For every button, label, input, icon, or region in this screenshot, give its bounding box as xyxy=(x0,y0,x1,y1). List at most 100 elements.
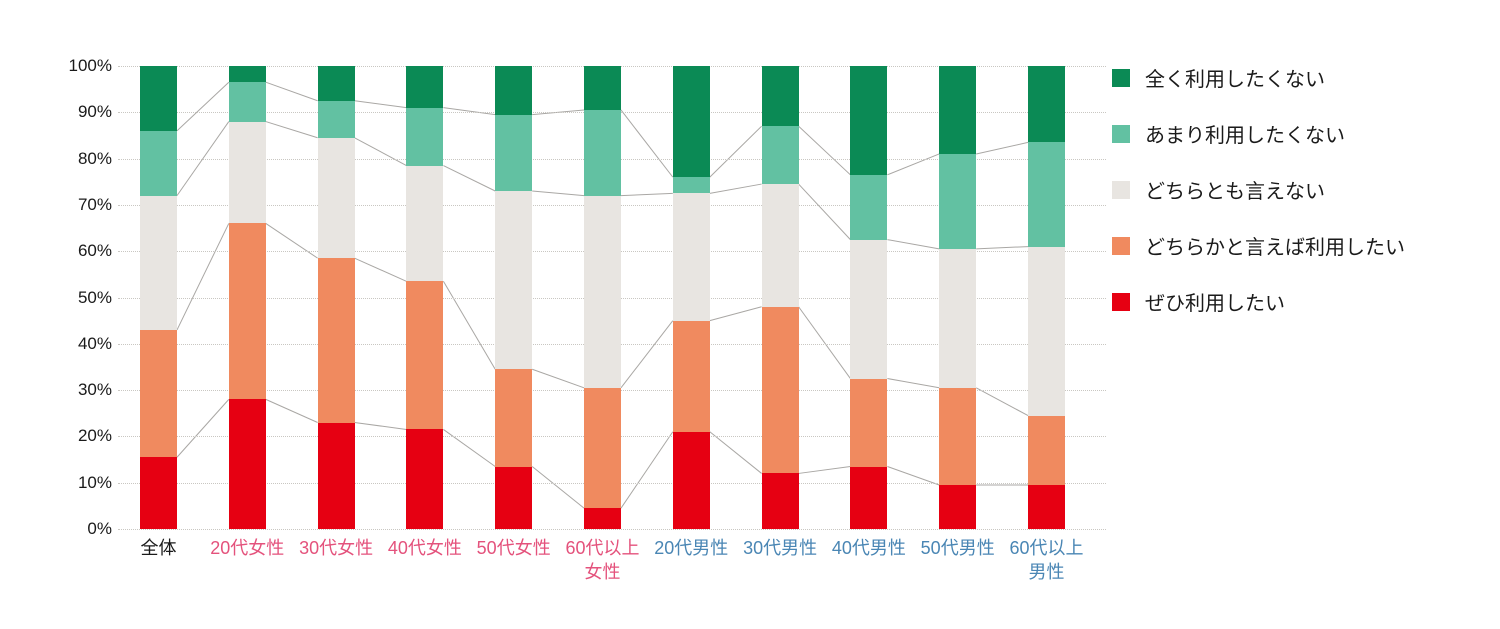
connector-line xyxy=(265,398,318,423)
bar-20代女性 xyxy=(228,66,266,529)
connector-line xyxy=(532,368,585,389)
bar-segment-あまり利用したくない xyxy=(672,177,710,194)
x-axis-label-50代男性: 50代男性 xyxy=(920,538,995,558)
bar-segment-全く利用したくない xyxy=(584,66,621,111)
legend-item-どちらかと言えば利用したい: どちらかと言えば利用したい xyxy=(1112,231,1405,260)
connector-line xyxy=(442,281,496,370)
bar-segment-あまり利用したくない xyxy=(761,126,799,185)
bar-segment-どちらとも言えない xyxy=(1028,246,1065,416)
bar-segment-全く利用したくない xyxy=(1028,66,1065,143)
bar-60代以上男性 xyxy=(1028,66,1065,529)
connector-line xyxy=(265,81,318,102)
connector-line xyxy=(620,320,674,389)
bar-30代男性 xyxy=(761,66,799,529)
y-axis-tick-70: 70% xyxy=(77,194,112,214)
bar-segment-全く利用したくない xyxy=(672,66,710,178)
legend-swatch-icon xyxy=(1112,180,1130,199)
y-axis-tick-80: 80% xyxy=(77,148,112,168)
bar-segment-全く利用したくない xyxy=(939,66,977,154)
y-axis-tick-40: 40% xyxy=(77,333,112,353)
connector-line xyxy=(443,107,496,116)
y-axis-tick-90: 90% xyxy=(77,102,112,122)
bar-segment-ぜひ利用したい xyxy=(406,429,444,529)
connector-line xyxy=(709,183,762,194)
bar-segment-ぜひ利用したい xyxy=(140,457,177,529)
bar-segment-どちらとも言えない xyxy=(406,165,444,282)
connector-line xyxy=(887,239,940,250)
connector-line xyxy=(265,121,318,139)
legend-label: あまり利用したくない xyxy=(1145,125,1345,147)
bar-segment-あまり利用したくない xyxy=(1028,142,1065,247)
connector-line xyxy=(354,100,407,109)
legend-item-どちらとも言えない: どちらとも言えない xyxy=(1112,175,1405,204)
connector-line xyxy=(709,125,762,178)
bar-segment-どちらとも言えない xyxy=(317,137,355,259)
bar-segment-あまり利用したくない xyxy=(939,154,977,249)
connector-line xyxy=(176,223,230,331)
bar-segment-あまり利用したくない xyxy=(495,114,533,192)
y-axis-tick-20: 20% xyxy=(77,426,112,446)
connector-line xyxy=(975,387,1029,417)
connector-line xyxy=(443,429,496,467)
y-axis-tick-30: 30% xyxy=(77,380,112,400)
connector-line xyxy=(887,153,940,176)
bar-segment-どちらかと言えば利用したい xyxy=(140,329,177,458)
bar-segment-全く利用したくない xyxy=(228,66,266,83)
bar-segment-どちらとも言えない xyxy=(584,195,621,388)
bar-segment-ぜひ利用したい xyxy=(584,508,621,529)
bar-segment-全く利用したくない xyxy=(317,66,355,101)
bar-全体 xyxy=(140,66,177,529)
bar-segment-ぜひ利用したい xyxy=(939,485,977,529)
connector-line xyxy=(354,137,407,166)
bar-segment-ぜひ利用したい xyxy=(850,466,888,529)
legend-label: どちらかと言えば利用したい xyxy=(1145,237,1405,259)
bar-segment-あまり利用したくない xyxy=(228,82,266,122)
connector-line xyxy=(620,109,674,178)
legend-item-あまり利用したくない: あまり利用したくない xyxy=(1112,119,1405,148)
bar-20代男性 xyxy=(672,66,710,529)
bar-segment-どちらかと言えば利用したい xyxy=(495,369,533,467)
x-axis-label-50代女性: 50代女性 xyxy=(476,538,551,558)
x-axis-label-全体: 全体 xyxy=(140,538,177,558)
y-axis-tick-50: 50% xyxy=(77,287,112,307)
connector-line xyxy=(709,306,762,322)
bar-segment-ぜひ利用したい xyxy=(317,422,355,529)
bar-segment-どちらとも言えない xyxy=(672,193,710,321)
connector-line xyxy=(531,466,585,509)
bar-segment-あまり利用したくない xyxy=(317,100,355,138)
connector-line xyxy=(798,125,851,176)
legend-swatch-icon xyxy=(1112,292,1130,311)
bar-segment-どちらとも言えない xyxy=(228,121,266,224)
legend-label: 全く利用したくない xyxy=(1145,69,1325,91)
connector-line xyxy=(620,192,673,197)
bar-60代以上女性 xyxy=(584,66,621,529)
connector-line xyxy=(443,165,496,192)
bar-segment-どちらとも言えない xyxy=(495,191,533,370)
connector-line xyxy=(798,183,851,240)
connector-line xyxy=(620,431,674,509)
legend: 全く利用したくない あまり利用したくないどちらとも言えないどちらかと言えば利用した… xyxy=(1112,63,1405,316)
connector-line xyxy=(176,81,230,132)
x-axis-label-30代女性: 30代女性 xyxy=(299,538,374,558)
legend-label: ぜひ利用したい xyxy=(1145,293,1285,315)
bar-segment-どちらかと言えば利用したい xyxy=(672,320,710,432)
bar-segment-あまり利用したくない xyxy=(406,107,444,166)
connector-line xyxy=(798,306,851,379)
x-axis-label-30代男性: 30代男性 xyxy=(743,538,818,558)
bar-segment-ぜひ利用したい xyxy=(495,466,533,529)
bar-segment-ぜひ利用したい xyxy=(228,399,266,529)
bar-segment-どちらとも言えない xyxy=(761,184,799,307)
y-axis-tick-0: 0% xyxy=(87,519,112,538)
connector-line xyxy=(176,399,230,458)
connector-line xyxy=(976,141,1029,155)
bar-segment-全く利用したくない xyxy=(495,66,533,115)
bar-segment-どちらとも言えない xyxy=(939,248,977,388)
x-axis-label-20代女性: 20代女性 xyxy=(210,538,285,558)
x-axis-label-20代男性: 20代男性 xyxy=(654,538,729,558)
bar-40代女性 xyxy=(406,66,444,529)
connector-line xyxy=(709,431,762,474)
bar-segment-全く利用したくない xyxy=(850,66,888,175)
y-axis-tick-100: 100% xyxy=(68,56,112,75)
connector-line xyxy=(887,378,940,389)
